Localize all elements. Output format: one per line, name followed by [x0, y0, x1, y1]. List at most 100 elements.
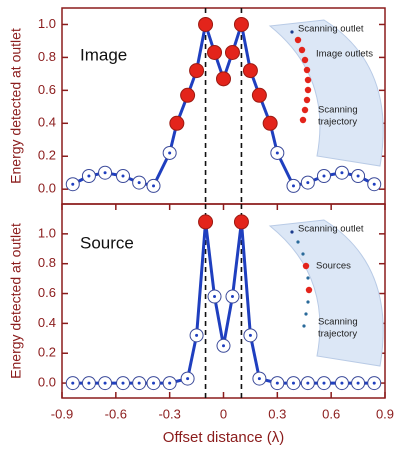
data-point-center	[306, 181, 310, 185]
data-point-center	[103, 171, 107, 175]
panel-label: Source	[80, 233, 134, 252]
y-tick-label: 0.0	[38, 375, 56, 390]
data-point	[169, 115, 185, 131]
data-point-center	[87, 381, 91, 385]
data-point-center	[322, 174, 326, 178]
inset-dot	[304, 76, 312, 84]
inset-dot	[294, 36, 302, 44]
data-point-center	[71, 381, 75, 385]
y-tick-label: 1.0	[38, 16, 56, 31]
y-tick-label: 0.4	[38, 315, 56, 330]
data-point-center	[222, 344, 225, 348]
data-point	[242, 63, 258, 79]
data-point-center	[356, 381, 360, 385]
data-point	[180, 87, 196, 103]
x-tick-label: -0.9	[51, 406, 73, 421]
data-point-center	[152, 184, 156, 188]
data-point-center	[168, 151, 172, 155]
panel-label: Image	[80, 45, 127, 64]
data-point	[198, 16, 214, 32]
data-point	[233, 16, 249, 32]
data-point-center	[213, 295, 217, 299]
inset-label: trajectory	[318, 117, 357, 128]
y-axis-label: Energy detected at outlet	[8, 28, 24, 184]
y-tick-label: 0.4	[38, 115, 56, 130]
y-tick-label: 1.0	[38, 225, 56, 240]
inset-dot	[290, 30, 294, 34]
data-point	[198, 214, 214, 230]
inset-dot	[301, 252, 305, 256]
inset-band	[268, 19, 384, 167]
data-point	[207, 44, 223, 60]
data-point-center	[248, 333, 252, 337]
inset-label: Scanning outlet	[298, 224, 364, 235]
data-point-center	[275, 151, 279, 155]
y-axis-label: Energy detected at outlet	[8, 223, 24, 379]
x-tick-label: -0.6	[105, 406, 127, 421]
data-point	[233, 214, 249, 230]
inset-dot	[296, 240, 300, 244]
data-point-center	[103, 381, 107, 385]
inset-dot	[301, 56, 309, 64]
inset-dot	[302, 324, 306, 328]
data-point-center	[291, 381, 295, 385]
x-axis-label: Offset distance (λ)	[163, 429, 284, 446]
data-point-center	[340, 381, 344, 385]
data-point-center	[291, 184, 295, 188]
inset-label: Scanning	[318, 105, 358, 116]
y-tick-label: 0.0	[38, 181, 56, 196]
data-point-center	[121, 174, 125, 178]
data-point-center	[340, 171, 344, 175]
data-point-center	[121, 381, 125, 385]
inset-dot	[304, 86, 312, 94]
data-point-center	[257, 377, 261, 381]
y-tick-label: 0.6	[38, 82, 56, 97]
data-point-center	[275, 381, 279, 385]
data-point-center	[137, 381, 141, 385]
data-point-center	[322, 381, 326, 385]
data-point-center	[356, 174, 360, 178]
data-point-center	[137, 181, 141, 185]
y-tick-label: 0.6	[38, 285, 56, 300]
data-point-center	[186, 377, 190, 381]
inset-band	[268, 219, 384, 367]
data-point	[189, 63, 205, 79]
data-point-center	[168, 381, 172, 385]
x-tick-label: 0.9	[376, 406, 394, 421]
y-tick-label: 0.8	[38, 49, 56, 64]
data-point	[251, 87, 267, 103]
data-point-center	[152, 381, 156, 385]
data-point	[224, 44, 240, 60]
data-point	[216, 71, 231, 87]
inset-dot	[290, 230, 294, 234]
x-tick-label: 0.3	[268, 406, 286, 421]
inset-dot	[298, 46, 306, 54]
inset-dot	[306, 276, 310, 280]
inset-dot	[304, 312, 308, 316]
inset-label: Scanning	[318, 317, 358, 328]
inset-dot	[303, 66, 311, 74]
x-tick-label: 0.6	[322, 406, 340, 421]
inset-label: Image outlets	[316, 49, 373, 60]
inset-dot	[305, 286, 313, 294]
data-point-center	[306, 381, 310, 385]
data-point-center	[195, 333, 199, 337]
data-point	[262, 115, 278, 131]
inset-dot	[299, 116, 307, 124]
data-point-center	[71, 182, 75, 186]
inset-dot	[302, 262, 310, 270]
x-tick-label: 0	[220, 406, 227, 421]
inset-dot	[303, 96, 311, 104]
data-point-center	[87, 174, 91, 178]
inset-label: trajectory	[318, 329, 357, 340]
data-point-center	[230, 295, 234, 299]
y-tick-label: 0.2	[38, 345, 56, 360]
data-point-center	[372, 381, 376, 385]
y-tick-label: 0.8	[38, 255, 56, 270]
inset-label: Sources	[316, 261, 351, 272]
inset-dot	[306, 300, 310, 304]
data-point-center	[372, 182, 376, 186]
x-tick-label: -0.3	[158, 406, 180, 421]
inset-dot	[301, 106, 309, 114]
